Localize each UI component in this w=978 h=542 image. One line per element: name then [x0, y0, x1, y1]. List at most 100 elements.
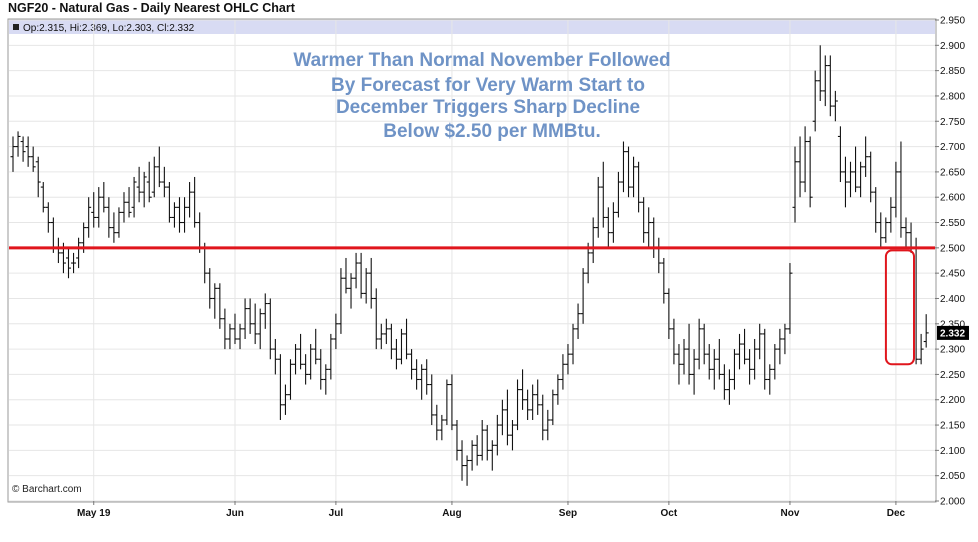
- annotation: Warmer Than Normal November Followed By …: [293, 50, 670, 142]
- y-tick-label: 2.000: [940, 497, 965, 508]
- ohlc-bar: [747, 349, 753, 385]
- ohlc-bar: [560, 354, 566, 390]
- ohlc-bar: [691, 349, 697, 395]
- ohlc-bar: [585, 242, 591, 284]
- ohlc-bar: [918, 333, 924, 365]
- ohlc-bar: [65, 247, 71, 279]
- ohlc-bar: [404, 318, 410, 360]
- y-tick-label: 2.950: [940, 16, 965, 27]
- ohlc-bar: [530, 384, 536, 420]
- ohlc-bar: [600, 161, 606, 228]
- ohlc-bar: [605, 207, 611, 248]
- ohlc-bar: [762, 328, 768, 390]
- y-tick-label: 2.300: [940, 345, 965, 356]
- ohlc-bar: [868, 151, 874, 203]
- ohlc-bar: [626, 146, 632, 198]
- x-tick-label: May 19: [77, 508, 111, 519]
- annotation-line: Below $2.50 per MMBtu.: [383, 121, 601, 142]
- ohlc-bar: [807, 136, 813, 208]
- ohlc-bar: [827, 55, 833, 117]
- ohlc-bar: [161, 166, 167, 198]
- ohlc-bar: [348, 273, 354, 309]
- ohlc-bar: [242, 298, 248, 339]
- y-tick-label: 2.500: [940, 243, 965, 254]
- ohlc-bar: [671, 318, 677, 365]
- last-price-label-bg: [937, 325, 969, 340]
- ohlc-bar: [489, 440, 495, 471]
- ohlc-bar: [696, 318, 702, 370]
- ohlc-bar: [35, 156, 41, 198]
- ohlc-bar: [721, 364, 727, 400]
- ohlc-bar: [373, 288, 379, 350]
- ohlc-bar: [131, 176, 137, 218]
- ohlc-bar: [293, 344, 299, 375]
- ohlc-bar: [610, 202, 616, 243]
- ohlc-bar: [439, 414, 445, 441]
- ohlc-bar: [848, 161, 854, 198]
- ohlc-bar: [353, 252, 359, 289]
- ohlc-bar: [363, 268, 369, 304]
- ohlc-bar: [10, 136, 16, 172]
- ohlc-bar: [25, 136, 31, 167]
- annotation-line: By Forecast for Very Warm Start to: [331, 75, 645, 96]
- last-price-label: 2.332: [940, 328, 965, 339]
- ohlc-bar: [812, 70, 818, 132]
- ohlc-bar: [247, 298, 253, 334]
- ohlc-bar: [620, 141, 626, 193]
- ohlc-bar: [429, 374, 435, 426]
- ohlc-bar: [101, 182, 107, 213]
- ohlc-bar: [661, 257, 667, 304]
- x-tick-label: Nov: [781, 508, 800, 519]
- ohlc-bar: [217, 283, 223, 329]
- ohlc-bar: [318, 349, 324, 390]
- x-tick-label: Dec: [887, 508, 906, 519]
- ohlc-bar: [777, 328, 783, 365]
- ohlc-bar: [303, 354, 309, 385]
- ohlc-bar: [631, 156, 637, 198]
- ohlc-bar: [282, 384, 288, 415]
- ohlc-bar: [378, 323, 384, 350]
- ohlc-bar: [257, 308, 263, 350]
- ohlc-bar: [444, 379, 450, 426]
- y-tick-label: 2.350: [940, 319, 965, 330]
- x-axis: May 19 Jun Jul Aug Sep Oct Nov Dec: [77, 501, 906, 519]
- y-tick-label: 2.100: [940, 446, 965, 457]
- ohlc-bar: [555, 374, 561, 405]
- ohlc-bar: [767, 364, 773, 395]
- y-tick-label: 2.850: [940, 66, 965, 77]
- ohlc-bar: [424, 359, 430, 395]
- ohlc-bar: [590, 217, 596, 264]
- x-tick-label: Jul: [329, 508, 344, 519]
- ohlc-bar: [272, 338, 278, 375]
- ohlc-bar: [903, 217, 909, 248]
- ohlc-bar: [409, 349, 415, 380]
- ohlc-bar: [716, 338, 722, 380]
- ohlc-bar: [86, 197, 92, 238]
- ohlc-bar: [701, 323, 707, 365]
- ohlc-bar: [146, 161, 152, 203]
- ohlc-bar: [116, 207, 122, 238]
- ohlc-bar: [182, 197, 188, 233]
- ohlc-bar: [20, 136, 26, 162]
- ohlc-bar: [313, 328, 319, 365]
- ohlc-bar: [187, 182, 193, 218]
- ohlc-bar: [595, 176, 601, 238]
- ohlc-bar: [469, 440, 475, 471]
- grid: [9, 19, 935, 502]
- ohlc-bar: [550, 389, 556, 426]
- ohlc-bar: [853, 146, 859, 193]
- ohlc-bar: [388, 323, 394, 360]
- ohlc-bar: [151, 156, 157, 198]
- ohlc-bar: [15, 131, 21, 157]
- ohlc-bar: [358, 252, 364, 299]
- ohlc-bar: [126, 187, 132, 218]
- x-tick-label: Sep: [559, 508, 577, 519]
- ohlc-bar: [464, 455, 470, 486]
- ohlc-bar: [328, 333, 334, 380]
- ohlc-bar: [156, 146, 162, 188]
- x-tick-label: Oct: [661, 508, 678, 519]
- ohlc-bar: [454, 419, 460, 461]
- plot-area: [7, 18, 937, 503]
- ohlc-bar: [636, 161, 642, 213]
- ohlc-bar: [540, 394, 546, 441]
